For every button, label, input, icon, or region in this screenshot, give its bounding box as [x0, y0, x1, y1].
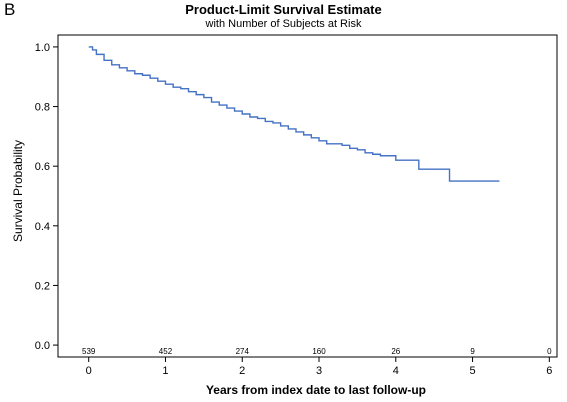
y-ticks: 0.0 0.2 0.4 0.6 0.8 1.0: [35, 42, 58, 352]
x-tick-label: 5: [469, 365, 475, 377]
x-tick-label: 2: [239, 365, 245, 377]
x-tick-label: 3: [316, 365, 322, 377]
at-risk-count: 160: [312, 347, 326, 356]
at-risk-count: 26: [391, 347, 400, 356]
x-ticks: 0 1 2 3 4 5 6: [86, 357, 552, 377]
y-tick-label: 0.0: [35, 340, 50, 352]
at-risk-count: 274: [236, 347, 250, 356]
y-tick-label: 0.6: [35, 161, 50, 173]
series-group: [88, 46, 500, 182]
x-tick-label: 1: [162, 365, 168, 377]
at-risk-count: 0: [547, 347, 552, 356]
plot-frame: [57, 34, 558, 358]
at-risk-counts: 539 452 274 160 26 9 0: [82, 347, 552, 356]
at-risk-count: 9: [470, 347, 475, 356]
survival-curve: [88, 46, 500, 182]
x-tick-label: 4: [393, 365, 399, 377]
at-risk-count: 539: [82, 347, 96, 356]
chart-title: Product-Limit Survival Estimate: [185, 2, 382, 17]
y-tick-label: 0.4: [35, 221, 50, 233]
at-risk-count: 452: [159, 347, 173, 356]
x-axis-label: Years from index date to last follow-up: [205, 383, 427, 397]
panel-label: B: [4, 0, 16, 19]
x-tick-label: 6: [546, 365, 552, 377]
y-tick-label: 0.2: [35, 280, 50, 292]
chart-subtitle: with Number of Subjects at Risk: [205, 18, 362, 30]
y-tick-label: 1.0: [35, 42, 50, 54]
y-tick-label: 0.8: [35, 102, 50, 114]
x-tick-label: 0: [86, 365, 92, 377]
